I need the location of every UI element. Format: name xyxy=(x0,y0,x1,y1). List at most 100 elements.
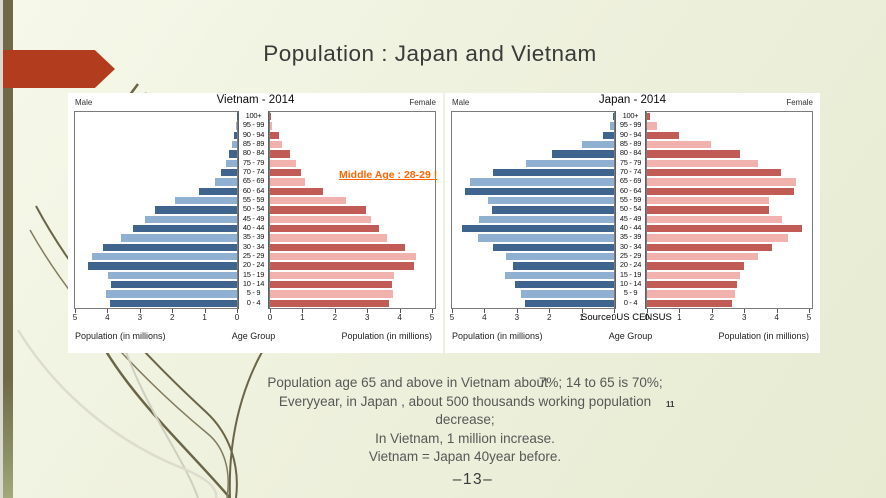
female-bar-70-74 xyxy=(647,169,782,177)
vietnam-pyramid-panel: Male Vietnam - 2014 Female 100+ 95 - 99 90… xyxy=(68,93,443,353)
female-bar-80-84 xyxy=(270,150,290,158)
female-bar-5-9 xyxy=(647,290,735,298)
male-bar-45-49 xyxy=(479,215,614,224)
age-group-label-15-19: 15 - 19 xyxy=(242,269,265,279)
male-bar-15-19 xyxy=(108,271,237,280)
female-bar-70-74 xyxy=(270,169,301,177)
female-bar-95-99 xyxy=(270,122,272,130)
axis-tick xyxy=(549,309,551,313)
age-group-label-10-14: 10 - 14 xyxy=(242,279,265,288)
male-bar-5-9 xyxy=(520,290,614,298)
male-bar-90-94 xyxy=(234,131,237,140)
axis-tick-label: 1 xyxy=(202,313,207,322)
age-group-label-85-89: 85 - 89 xyxy=(242,139,265,148)
female-bar-30-34 xyxy=(647,243,773,252)
age-group-label-5-9: 5 - 9 xyxy=(623,288,638,298)
age-group-label-50-54: 50 - 54 xyxy=(242,204,265,214)
male-bar-95-99 xyxy=(610,122,614,130)
source-label: Source: US CENSUS xyxy=(581,312,672,323)
age-group-label-40-44: 40 - 44 xyxy=(619,223,642,232)
axis-tick-label: 2 xyxy=(169,313,175,322)
xlabel-right: Population (in millions) xyxy=(718,331,809,341)
male-bar-0-4 xyxy=(524,299,614,308)
male-bar-20-24 xyxy=(512,262,614,270)
age-group-label-50-54: 50 - 54 xyxy=(619,204,642,214)
female-bar-25-29 xyxy=(647,253,758,261)
axis-tick xyxy=(367,309,369,313)
xlabel-left: Population (in millions) xyxy=(75,331,166,341)
axis-tick xyxy=(516,309,518,313)
axis-tick xyxy=(484,309,486,313)
male-bar-100+ xyxy=(613,113,614,121)
female-bar-20-24 xyxy=(270,262,415,270)
female-bar-50-54 xyxy=(270,206,367,214)
axis-tick-label: 2 xyxy=(546,313,552,322)
male-bar-55-59 xyxy=(174,197,237,205)
female-bar-55-59 xyxy=(647,197,769,205)
age-group-label-90-94: 90 - 94 xyxy=(619,129,642,139)
female-bar-25-29 xyxy=(270,253,416,261)
axis-tick xyxy=(204,309,206,313)
axis-tick xyxy=(711,309,713,313)
age-label-column: 100+ 95 - 99 90 - 94 85 - 89 80 - 84 75 - 79 7… xyxy=(238,111,269,309)
axis-tick-label: 1 xyxy=(579,313,584,322)
age-group-label-85-89: 85 - 89 xyxy=(619,139,642,148)
age-group-label-65-69: 65 - 69 xyxy=(242,176,265,186)
axis-tick xyxy=(744,309,746,313)
male-bar-80-84 xyxy=(552,150,614,158)
body-line-1: Population age 65 and above in Vietnam a… xyxy=(267,375,663,390)
male-side-label: Male xyxy=(75,98,93,107)
female-bar-30-34 xyxy=(270,243,405,252)
male-bar-90-94 xyxy=(602,131,614,140)
age-group-label-25-29: 25 - 29 xyxy=(619,251,642,260)
female-plot xyxy=(269,111,436,309)
male-bar-50-54 xyxy=(491,206,614,214)
female-bar-5-9 xyxy=(270,290,394,298)
female-bar-20-24 xyxy=(647,262,744,270)
age-group-label-95-99: 95 - 99 xyxy=(619,120,642,130)
female-bar-35-39 xyxy=(647,234,789,242)
axis-tick xyxy=(432,309,433,313)
age-group-label-100+: 100+ xyxy=(622,111,639,120)
male-bar-10-14 xyxy=(110,281,237,289)
male-bar-75-79 xyxy=(525,159,614,168)
age-group-label-10-14: 10 - 14 xyxy=(619,279,642,288)
age-group-label-45-49: 45 - 49 xyxy=(619,213,642,223)
age-group-label-55-59: 55 - 59 xyxy=(619,195,642,204)
male-plot xyxy=(451,111,615,309)
female-bar-85-89 xyxy=(270,141,283,149)
body-line-4: In Vietnam, 1 million increase. xyxy=(375,430,555,446)
female-bar-0-4 xyxy=(647,299,732,308)
female-bar-65-69 xyxy=(270,178,305,186)
axis-tick-label: 2 xyxy=(332,313,338,322)
female-side-label: Female xyxy=(409,98,436,107)
age-group-label-70-74: 70 - 74 xyxy=(619,167,642,176)
age-group-label-35-39: 35 - 39 xyxy=(242,232,265,242)
axis-tick xyxy=(172,309,174,313)
female-side-label: Female xyxy=(786,98,813,107)
age-group-label-25-29: 25 - 29 xyxy=(242,251,265,260)
male-bar-15-19 xyxy=(504,271,614,280)
axis-tick xyxy=(647,309,648,313)
male-bar-50-54 xyxy=(155,206,237,214)
female-bar-40-44 xyxy=(270,225,380,233)
female-bar-0-4 xyxy=(270,299,390,308)
female-bar-50-54 xyxy=(647,206,770,214)
male-bar-5-9 xyxy=(105,290,237,298)
male-bar-55-59 xyxy=(487,197,614,205)
axis-tick-label: 0 xyxy=(644,313,650,322)
male-plot xyxy=(74,111,238,309)
axis-tick xyxy=(75,309,76,313)
xlabel-center: Age Group xyxy=(231,331,276,341)
male-bar-30-34 xyxy=(492,243,614,252)
left-edge-strip xyxy=(0,0,3,498)
slide-title: Population : Japan and Vietnam xyxy=(263,41,597,66)
male-side-label: Male xyxy=(452,98,470,107)
axis-tick-label: 5 xyxy=(72,313,78,322)
axis-tick xyxy=(139,309,141,313)
male-bar-40-44 xyxy=(461,225,614,233)
body-line-2: Everyyear, in Japan , about 500 thousand… xyxy=(278,393,652,409)
xlabel-center: Age Group xyxy=(608,331,653,341)
female-bar-10-14 xyxy=(270,281,392,289)
